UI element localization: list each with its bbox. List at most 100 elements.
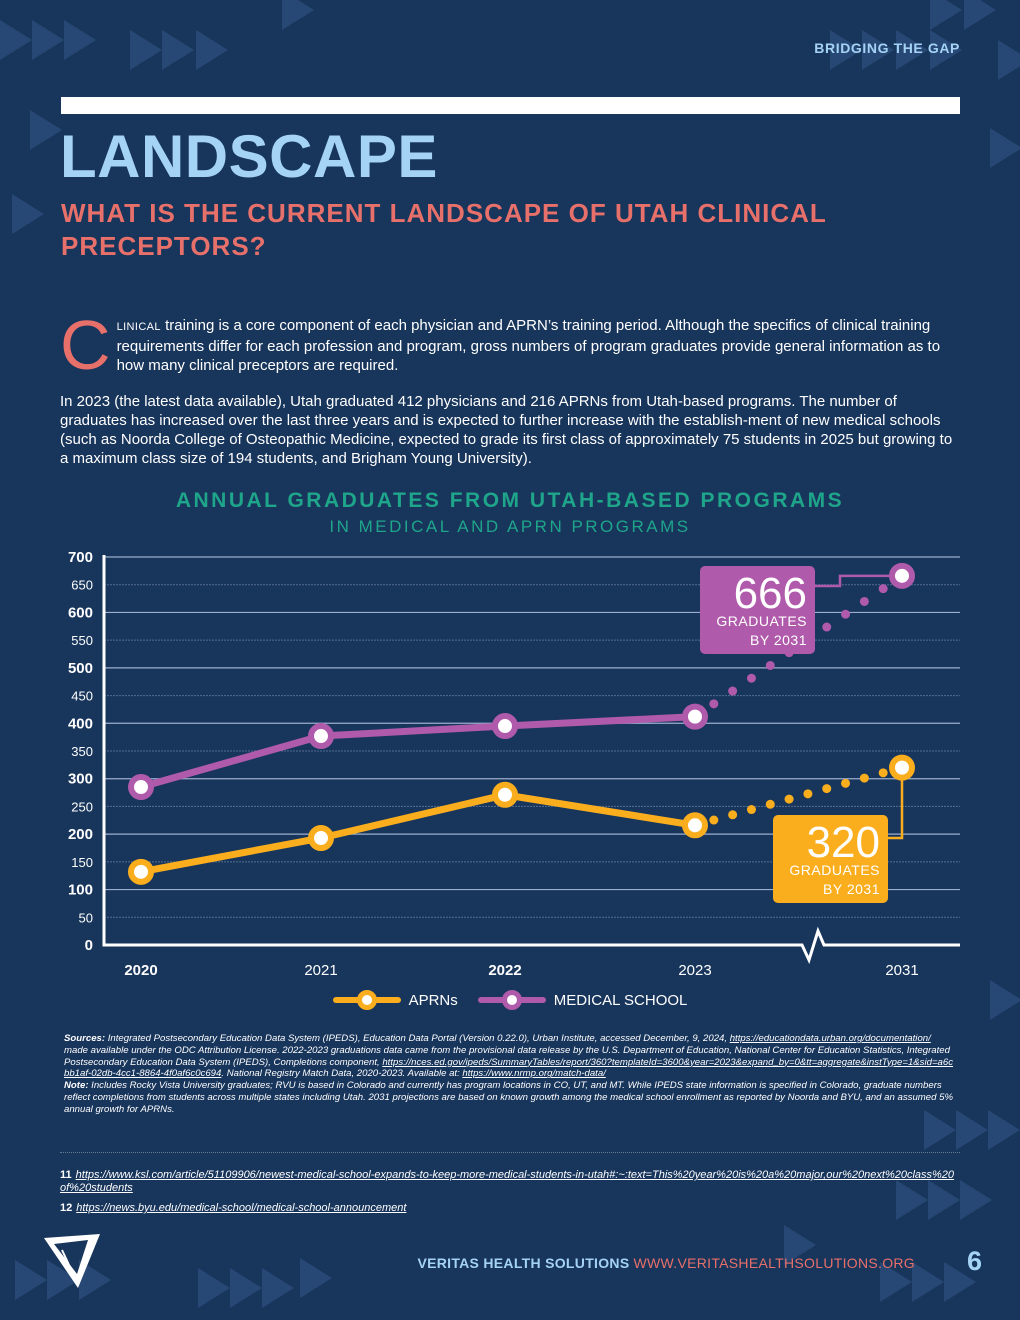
triangle-decor-icon <box>300 1258 332 1298</box>
x-axis-with-break <box>104 926 960 965</box>
y-tick-label: 450 <box>71 689 93 704</box>
source-link-nces[interactable]: https://nces.ed.gov/ipeds/SummaryTables/… <box>64 1056 954 1080</box>
page-subtitle: WHAT IS THE CURRENT LANDSCAPE OF UTAH CL… <box>61 198 827 261</box>
sources-label: Sources: <box>64 1033 106 1044</box>
triangle-decor-icon <box>998 40 1020 80</box>
projection-dot <box>709 815 719 825</box>
projection-dot <box>822 622 832 632</box>
projection-dot <box>803 789 813 799</box>
triangle-decor-icon <box>956 1110 988 1150</box>
y-tick-label: 700 <box>68 549 93 566</box>
projection-dot <box>859 596 869 606</box>
y-tick-label: 200 <box>68 826 93 843</box>
sources-block: Sources: Integrated Postsecondary Educat… <box>64 1033 954 1116</box>
triangle-decor-icon <box>15 1260 47 1300</box>
triangle-decor-icon <box>198 1268 230 1308</box>
chart-subtitle: IN MEDICAL AND APRN PROGRAMS <box>329 517 691 536</box>
drop-cap: C <box>60 306 111 384</box>
y-tick-label: 300 <box>68 771 93 788</box>
projection-dot <box>859 773 869 783</box>
footnote-item: 11 https://www.ksl.com/article/51109906/n… <box>60 1169 960 1195</box>
triangle-decor-icon <box>12 194 44 234</box>
triangle-decor-icon <box>930 0 962 30</box>
callout-connector <box>815 574 890 588</box>
projection-dot <box>709 699 719 709</box>
x-tick-label: 2031 <box>885 962 918 979</box>
source-link-educationdata[interactable]: https://educationdata.urban.org/document… <box>729 1033 931 1044</box>
body-paragraph: In 2023 (the latest data available), Uta… <box>60 393 953 467</box>
veritas-triangle-logo-icon <box>44 1234 100 1288</box>
data-point <box>889 754 915 781</box>
projection-dot <box>746 673 756 683</box>
y-tick-label: 250 <box>71 799 93 814</box>
chart-title: ANNUAL GRADUATES FROM UTAH-BASED PROGRAM… <box>175 489 845 512</box>
triangle-decor-icon <box>944 1262 976 1302</box>
page-number: 6 <box>966 1246 982 1276</box>
footnote-link[interactable]: https://news.byu.edu/medical-school/medi… <box>76 1202 407 1214</box>
projection-dot <box>878 584 888 594</box>
footer-url[interactable]: WWW.VERITASHEALTHSOLUTIONS.ORG <box>633 1255 915 1271</box>
intro-paragraph: Clinical training is a core component of… <box>60 306 960 384</box>
y-tick-label: 150 <box>71 855 93 870</box>
projection-dot <box>822 784 832 794</box>
triangle-decor-icon <box>64 20 96 60</box>
y-tick-label: 650 <box>71 578 93 593</box>
callout-box <box>773 815 888 903</box>
footnote-item: 12 https://news.byu.edu/medical-school/me… <box>60 1202 960 1215</box>
triangle-decor-icon <box>928 1180 960 1220</box>
chart-legend: APRNs MEDICAL SCHOOL <box>0 990 1020 1010</box>
callout-box <box>700 566 815 654</box>
legend-swatch-aprns <box>332 990 401 1010</box>
footnote-link[interactable]: https://www.ksl.com/article/51109906/new… <box>60 1169 955 1194</box>
title-rule <box>61 97 960 114</box>
line-chart: 0 50 100 150 200 250 300 350 400 450 500 550 600 650 7… <box>68 549 960 979</box>
y-tick-label: 50 <box>79 910 93 925</box>
triangle-decor-icon <box>990 128 1020 168</box>
triangle-decor-icon <box>230 1268 262 1308</box>
data-point <box>128 774 154 801</box>
triangle-decor-icon <box>964 0 996 30</box>
x-tick-label: 2020 <box>124 962 157 979</box>
callout-line2: BY 2031 <box>823 881 880 897</box>
y-tick-label: 100 <box>68 882 93 899</box>
data-point <box>308 723 334 750</box>
triangle-decor-icon <box>30 110 62 150</box>
triangle-decor-icon <box>896 30 928 70</box>
x-tick-label: 2023 <box>678 962 711 979</box>
projection-dot <box>878 768 888 778</box>
legend-marker <box>501 990 522 1010</box>
triangle-decor-icon <box>162 30 194 70</box>
callout-line2: BY 2031 <box>750 632 807 648</box>
projection-dot <box>728 810 738 820</box>
triangle-decor-icon <box>262 1268 294 1308</box>
lead-smallcaps: linical <box>116 321 161 333</box>
y-tick-label: 0 <box>85 937 93 954</box>
footer: VERITAS HEALTH SOLUTIONS WWW.VERITASHEALT… <box>417 1255 915 1271</box>
lead-text: training is a core component of each phy… <box>116 317 941 374</box>
callout-line1: GRADUATES <box>789 862 880 878</box>
series-line <box>137 713 699 791</box>
data-point <box>682 703 708 730</box>
legend-item-medical-school: MEDICAL SCHOOL <box>477 990 688 1010</box>
projection-dot <box>728 686 738 696</box>
triangle-decor-icon <box>912 1262 944 1302</box>
sources-text: . National Registry Match Data, 2020-202… <box>221 1068 463 1080</box>
triangle-decor-icon <box>896 1180 928 1220</box>
callout-connector <box>888 779 904 840</box>
note-label: Note: <box>64 1080 89 1092</box>
y-tick-label: 600 <box>68 604 93 621</box>
x-tick-label: 2022 <box>488 962 521 979</box>
triangle-decor-icon <box>784 1225 816 1265</box>
sources-text: Integrated Postsecondary Education Data … <box>105 1033 730 1044</box>
page-title: LANDSCAPE <box>60 123 438 190</box>
footnote-number: 12 <box>60 1202 73 1214</box>
triangle-decor-icon <box>880 1262 912 1302</box>
triangle-decor-icon <box>196 30 228 70</box>
x-tick-label: 2021 <box>304 962 337 979</box>
callout-value: 320 <box>807 818 880 867</box>
source-link-nrmp[interactable]: https://www.nrmp.org/match-data/ <box>462 1068 606 1080</box>
triangle-decor-icon <box>990 980 1020 1020</box>
legend-label: MEDICAL SCHOOL <box>553 991 688 1009</box>
y-tick-label: 500 <box>68 660 93 677</box>
